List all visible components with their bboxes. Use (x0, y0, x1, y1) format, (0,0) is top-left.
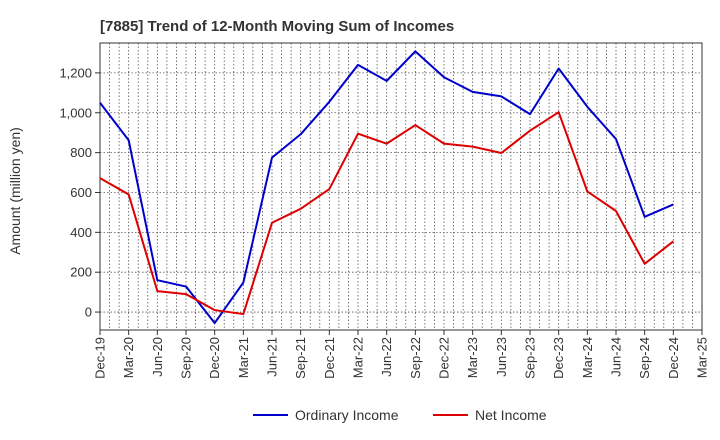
y-tick-label: 1,200 (59, 65, 92, 80)
x-tick-label: Mar-20 (121, 337, 136, 378)
x-tick-label: Jun-23 (494, 337, 509, 377)
x-tick-label: Mar-24 (580, 337, 595, 378)
x-tick-label: Dec-20 (207, 337, 222, 379)
x-tick-label: Mar-21 (236, 337, 251, 378)
legend-label: Net Income (475, 407, 547, 423)
x-axis: Dec-19 Mar-20 Jun-20 Sep-20 Dec-20 Mar-21 Jun-… (93, 330, 710, 379)
y-tick-label: 200 (70, 265, 92, 280)
x-tick-label: Sep-21 (293, 337, 308, 379)
x-tick-label: Sep-20 (179, 337, 194, 379)
legend-label: Ordinary Income (295, 407, 399, 423)
x-tick-label: Mar-25 (695, 337, 710, 378)
y-tick-label: 800 (70, 145, 92, 160)
x-tick-label: Sep-24 (637, 337, 652, 379)
y-axis-label: Amount (million yen) (7, 127, 23, 255)
x-tick-label: Sep-22 (408, 337, 423, 379)
x-tick-label: Jun-20 (150, 337, 165, 377)
plot-area (99, 42, 703, 331)
x-tick-label: Dec-23 (551, 337, 566, 379)
series-lines (99, 50, 674, 325)
y-tick-label: 0 (85, 305, 92, 320)
x-tick-label: Dec-21 (322, 337, 337, 379)
x-tick-label: Jun-24 (609, 337, 624, 377)
series-line-net-income (99, 111, 674, 316)
x-tick-label: Mar-22 (351, 337, 366, 378)
x-tick-label: Dec-19 (93, 337, 108, 379)
y-tick-label: 1,000 (59, 105, 92, 120)
y-tick-label: 600 (70, 185, 92, 200)
x-tick-label: Dec-24 (666, 337, 681, 379)
x-tick-label: Jun-21 (265, 337, 280, 377)
x-tick-label: Jun-22 (379, 337, 394, 377)
grid (100, 43, 702, 330)
y-axis: 0 200 400 600 800 1,000 1,200 (59, 65, 100, 320)
x-tick-label: Mar-23 (465, 337, 480, 378)
x-tick-label: Dec-22 (437, 337, 452, 379)
legend: Ordinary Income Net Income (253, 407, 547, 423)
chart-title: [7885] Trend of 12-Month Moving Sum of I… (100, 18, 454, 35)
y-tick-label: 400 (70, 225, 92, 240)
x-tick-label: Sep-23 (523, 337, 538, 379)
